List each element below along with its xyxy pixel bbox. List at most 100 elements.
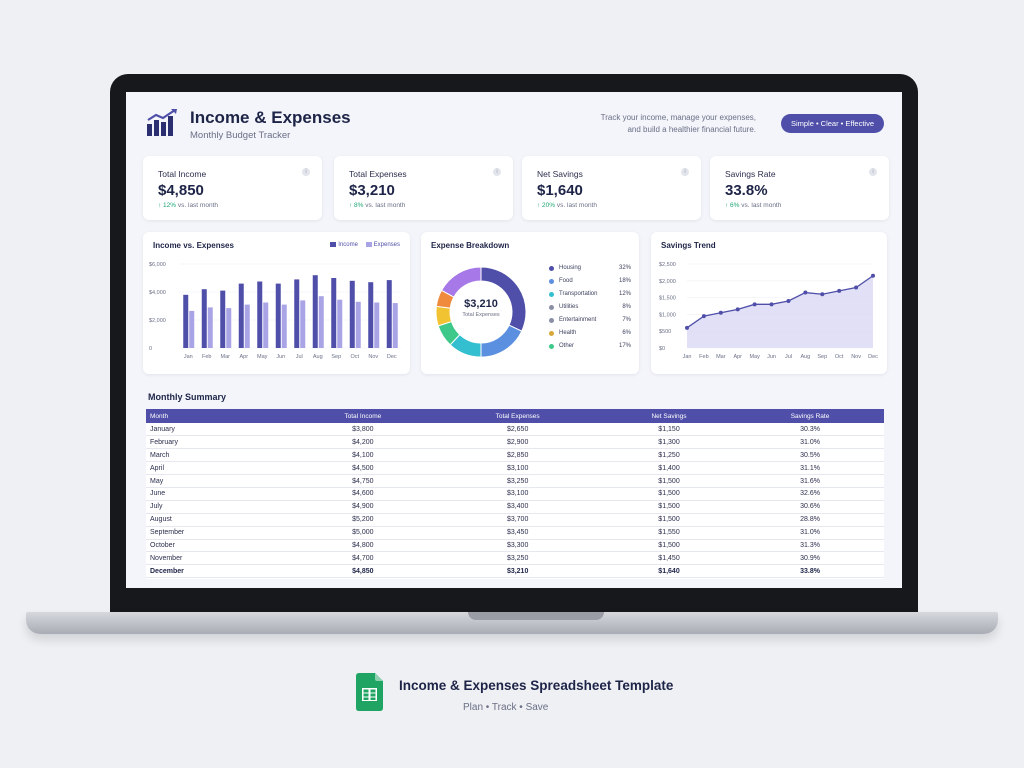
data-point [685, 325, 689, 330]
table-cell: 31.0% [736, 435, 884, 450]
kpi-change: ↑ 6% vs. last month [725, 202, 781, 209]
table-row: September $5,000 $3,450 $1,550 31.0% [146, 526, 884, 540]
table-cell: $1,250 [601, 448, 737, 463]
tagline-line-2: and build a healthier financial future. [627, 125, 756, 134]
tagline-line-1: Track your income, manage your expenses, [600, 113, 756, 122]
info-icon[interactable]: i [302, 168, 310, 176]
page-title: Income & Expenses [190, 108, 351, 127]
donut-slice-other [440, 266, 482, 298]
x-tick-label: Jan [683, 354, 692, 360]
table-header-row: Month Total Income Total Expenses Net Savin… [146, 409, 884, 423]
table-row: April $4,500 $3,100 $1,400 31.1% [146, 461, 884, 476]
kpi-value: $1,640 [537, 182, 583, 199]
bar-income [201, 289, 207, 348]
x-tick-label: Mar [716, 354, 726, 360]
kpi-change: ↑ 20% vs. last month [537, 202, 597, 209]
kpi-change-up: ↑ 8% [349, 202, 364, 209]
chart-title: Expense Breakdown [431, 241, 510, 250]
x-tick-label: Aug [313, 354, 323, 360]
savings-area [687, 275, 873, 348]
x-tick-label: Oct [350, 354, 359, 360]
info-icon[interactable]: i [869, 168, 877, 176]
income-vs-expenses-chart: $6,000 $4,000 $2,000 0 Jan Feb Mar Apr May Jun Jul… [149, 262, 401, 360]
bar-income [331, 278, 337, 348]
table-cell: $4,500 [292, 461, 434, 476]
table-header-cell: Net Savings [651, 412, 687, 420]
y-tick-label: $4,000 [149, 290, 166, 296]
x-tick-label: Jan [184, 354, 193, 360]
table-cell: $3,700 [433, 513, 602, 527]
chart-legend: Income Expenses [324, 242, 400, 248]
y-tick-label: $1,500 [659, 296, 676, 302]
table-row: December $4,850 $3,210 $1,640 33.8% [146, 564, 884, 579]
x-tick-label: Nov [368, 354, 378, 360]
table-cell: 32.6% [736, 487, 884, 501]
income-vs-expenses-card: $6,000 $4,000 $2,000 0 Jan Feb Mar Apr May Jun Jul… [143, 232, 410, 374]
kpi-change: ↑ 12% vs. last month [158, 202, 218, 209]
x-tick-label: Jul [296, 354, 303, 360]
x-tick-label: Aug [800, 354, 810, 360]
kpi-value: $4,850 [158, 182, 204, 199]
bar-income [349, 280, 355, 348]
table-cell: $5,000 [292, 526, 434, 540]
bar-expenses [226, 308, 232, 348]
monthly-summary-title: Monthly Summary [148, 392, 227, 402]
legend-item: Entertainment 7% [549, 316, 631, 329]
kpi-value: 33.8% [725, 182, 768, 199]
x-tick-label: Dec [868, 354, 878, 360]
y-tick-label: $2,000 [659, 279, 676, 285]
x-tick-label: Feb [202, 354, 211, 360]
x-tick-label: Jul [785, 354, 792, 360]
bar-income [183, 294, 189, 348]
table-cell: August [146, 513, 293, 527]
bar-expenses [300, 300, 306, 348]
legend-swatch-expenses [365, 242, 372, 247]
table-cell: $3,250 [433, 551, 602, 566]
tagline: Track your income, manage your expenses,… [601, 112, 756, 136]
bar-income [312, 275, 318, 348]
info-icon[interactable]: i [681, 168, 689, 176]
bar-expenses [355, 301, 361, 348]
bar-income [257, 281, 263, 348]
table-cell: $4,850 [292, 564, 434, 579]
table-cell: $1,400 [601, 461, 737, 476]
table-cell: $2,650 [433, 423, 602, 437]
table-row: February $4,200 $2,900 $1,300 31.0% [146, 435, 884, 450]
donut-center: $3,210 Total Expenses [451, 298, 511, 318]
table-cell: $2,900 [433, 435, 602, 450]
x-tick-label: May [749, 354, 760, 360]
table-cell: $1,500 [601, 513, 737, 527]
legend-dot [549, 331, 554, 336]
legend-dot [549, 305, 554, 310]
table-cell: $1,640 [601, 564, 737, 579]
donut-center-label: Total Expenses [462, 312, 500, 318]
table-cell: 31.1% [736, 461, 884, 476]
table-cell: 30.6% [736, 500, 884, 514]
data-point [735, 307, 740, 312]
bar-expenses [392, 303, 398, 348]
table-cell: April [146, 461, 293, 476]
table-cell: $1,150 [601, 423, 737, 437]
legend-dot [549, 344, 554, 349]
table-cell: $4,600 [292, 487, 434, 501]
bar-income [238, 283, 244, 348]
bar-expenses [337, 299, 343, 348]
info-icon[interactable]: i [493, 168, 501, 176]
legend-name: Other [559, 343, 575, 349]
table-cell: $3,210 [433, 564, 602, 579]
legend-swatch-income [330, 242, 337, 247]
table-cell: June [146, 487, 293, 501]
bar-income [220, 290, 226, 348]
legend-label-expenses: Expenses [373, 242, 400, 249]
bar-expenses [244, 304, 250, 348]
kpi-card-total-expenses: Total Expenses $3,210 ↑ 8% vs. last mont… [334, 156, 513, 220]
x-tick-label: Dec [387, 354, 397, 360]
data-point [803, 290, 808, 295]
x-tick-label: Sep [817, 354, 827, 360]
kpi-change: ↑ 8% vs. last month [349, 202, 405, 209]
table-cell: October [146, 539, 293, 553]
legend-percent: 32% [618, 265, 631, 271]
bar-expenses [189, 310, 195, 348]
page-subtitle: Monthly Budget Tracker [190, 130, 291, 141]
table-cell: February [146, 435, 293, 450]
